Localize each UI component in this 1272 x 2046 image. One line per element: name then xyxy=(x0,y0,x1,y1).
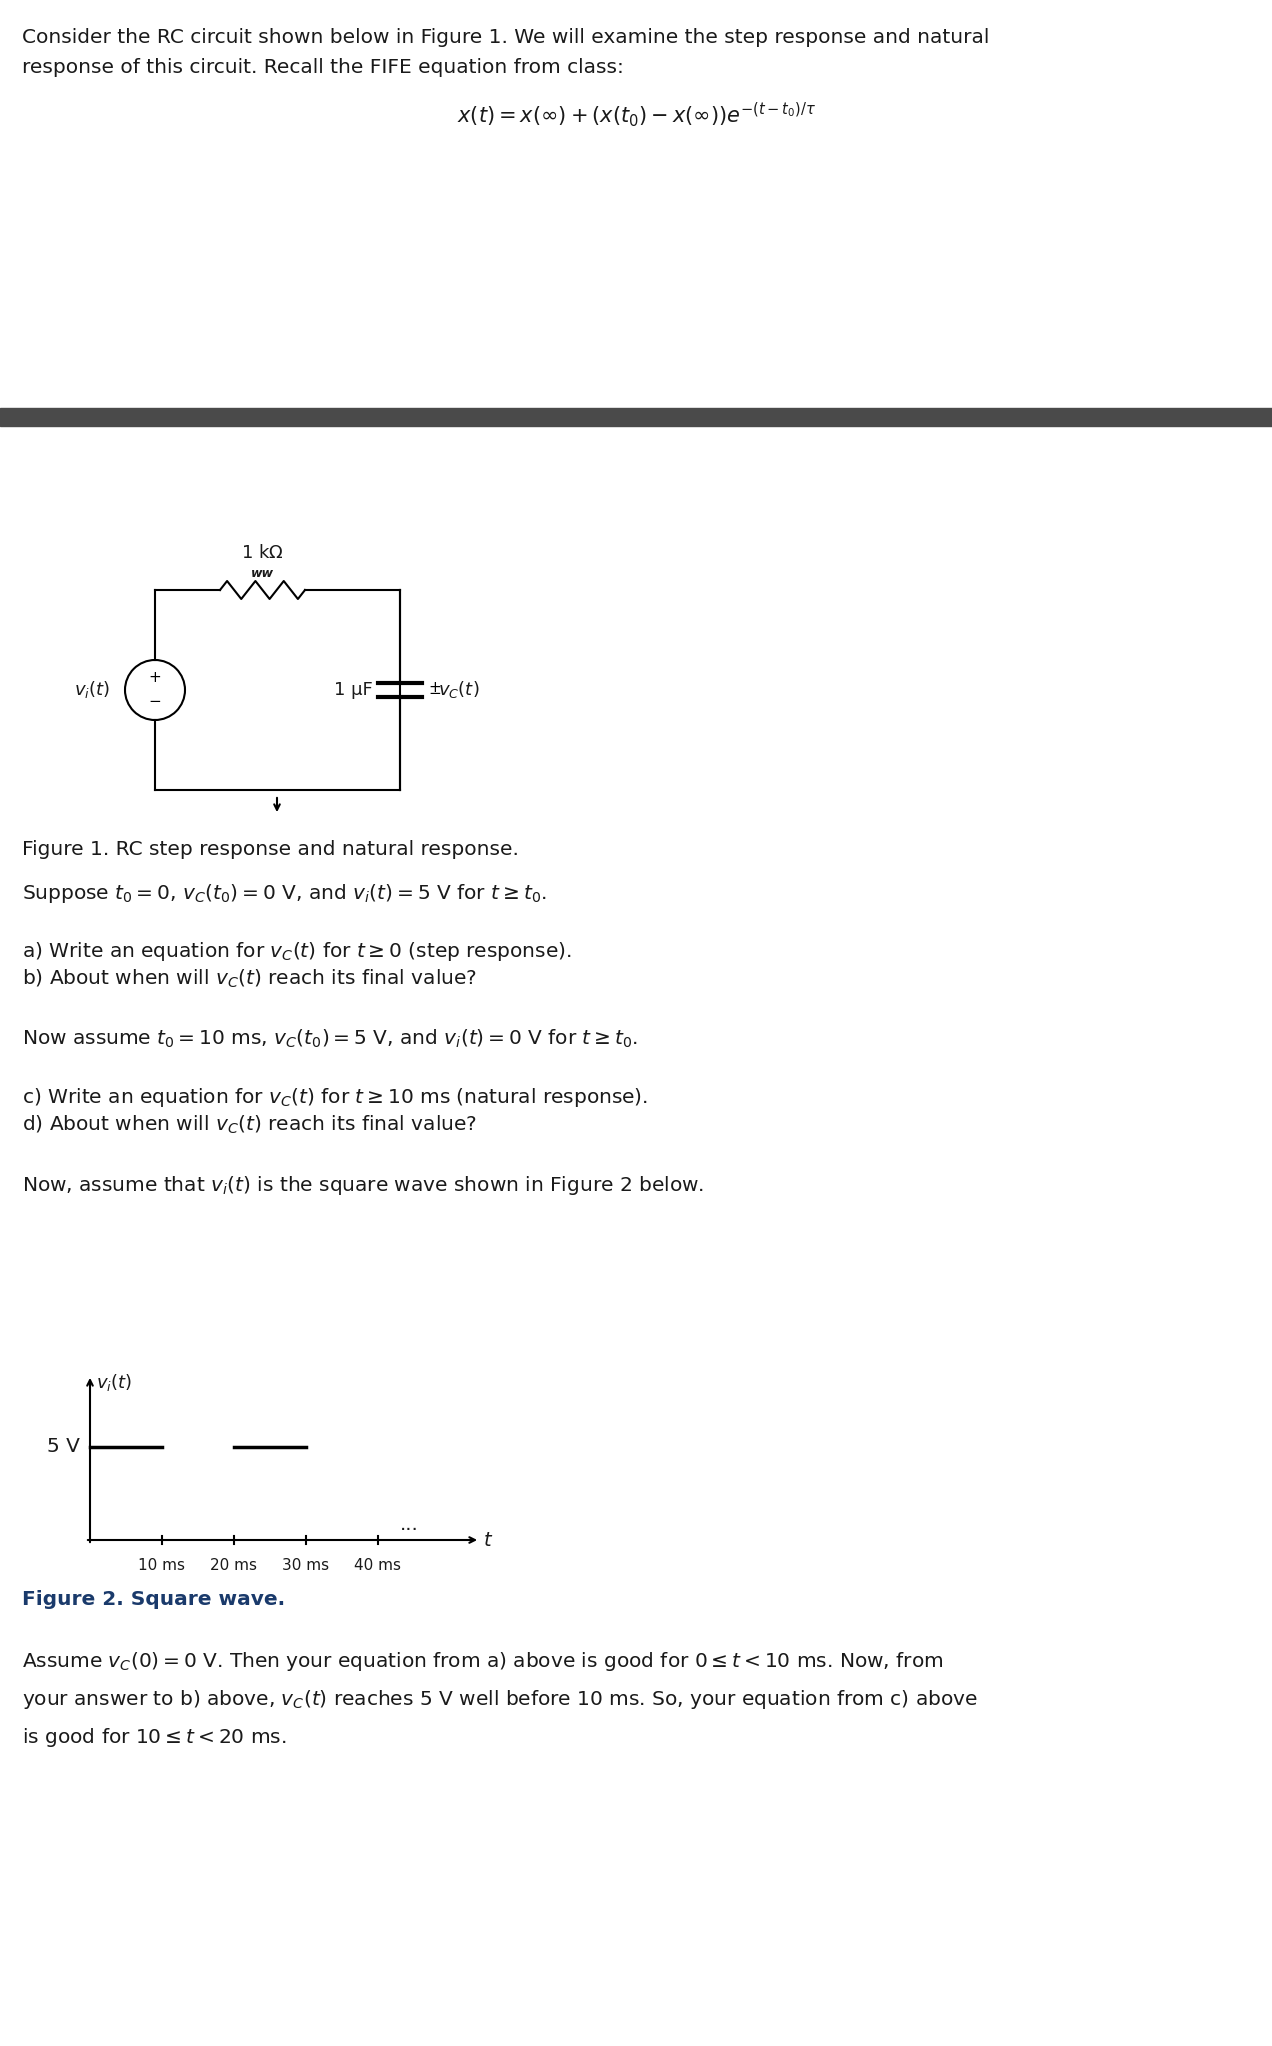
Text: 1 k$\Omega$: 1 k$\Omega$ xyxy=(242,544,284,563)
Text: −: − xyxy=(149,694,162,710)
Text: d) About when will $v_C(t)$ reach its final value?: d) About when will $v_C(t)$ reach its fi… xyxy=(22,1113,477,1136)
Text: 40 ms: 40 ms xyxy=(355,1557,402,1573)
Text: 20 ms: 20 ms xyxy=(210,1557,257,1573)
Text: a) Write an equation for $v_C(t)$ for $t \geq 0$ (step response).: a) Write an equation for $v_C(t)$ for $t… xyxy=(22,939,571,964)
Text: Now, assume that $v_i(t)$ is the square wave shown in Figure 2 below.: Now, assume that $v_i(t)$ is the square … xyxy=(22,1174,705,1197)
Text: ...: ... xyxy=(399,1516,418,1534)
Bar xyxy=(0,407,1272,426)
Text: Suppose $t_0 = 0$, $v_C(t_0) = 0$ V, and $v_i(t) = 5$ V for $t \geq t_0$.: Suppose $t_0 = 0$, $v_C(t_0) = 0$ V, and… xyxy=(22,882,547,904)
Text: Assume $v_C(0) = 0$ V. Then your equation from a) above is good for $0 \leq t < : Assume $v_C(0) = 0$ V. Then your equatio… xyxy=(22,1649,944,1674)
Text: −: − xyxy=(427,685,441,700)
Text: 5 V: 5 V xyxy=(47,1438,80,1457)
Text: $v_C(t)$: $v_C(t)$ xyxy=(438,679,480,700)
Text: +: + xyxy=(427,679,441,694)
Text: your answer to b) above, $v_C(t)$ reaches 5 V well before 10 ms. So, your equati: your answer to b) above, $v_C(t)$ reache… xyxy=(22,1688,978,1710)
Text: is good for $10 \leq t < 20$ ms.: is good for $10 \leq t < 20$ ms. xyxy=(22,1727,286,1749)
Text: Consider the RC circuit shown below in Figure 1. We will examine the step respon: Consider the RC circuit shown below in F… xyxy=(22,29,990,47)
Text: response of this circuit. Recall the FIFE equation from class:: response of this circuit. Recall the FIF… xyxy=(22,57,623,78)
Text: $v_i(t)$: $v_i(t)$ xyxy=(74,679,109,700)
Text: Now assume $t_0 = 10$ ms, $v_C(t_0) = 5$ V, and $v_i(t) = 0$ V for $t \geq t_0$.: Now assume $t_0 = 10$ ms, $v_C(t_0) = 5$… xyxy=(22,1027,639,1050)
Text: +: + xyxy=(149,671,162,685)
Text: $t$: $t$ xyxy=(483,1530,494,1549)
Text: 1 µF: 1 µF xyxy=(335,681,373,700)
Text: 10 ms: 10 ms xyxy=(139,1557,186,1573)
Text: Figure 1. RC step response and natural response.: Figure 1. RC step response and natural r… xyxy=(22,841,519,859)
Text: c) Write an equation for $v_C(t)$ for $t \geq 10$ ms (natural response).: c) Write an equation for $v_C(t)$ for $t… xyxy=(22,1086,647,1109)
Text: Figure 2. Square wave.: Figure 2. Square wave. xyxy=(22,1590,285,1608)
Text: ww: ww xyxy=(251,567,273,579)
Text: $x(t) = x(\infty) + (x(t_0) - x(\infty))e^{-(t-t_0)/\tau}$: $x(t) = x(\infty) + (x(t_0) - x(\infty))… xyxy=(457,100,815,129)
Text: $v_i(t)$: $v_i(t)$ xyxy=(95,1373,132,1393)
Text: b) About when will $v_C(t)$ reach its final value?: b) About when will $v_C(t)$ reach its fi… xyxy=(22,968,477,990)
Text: 30 ms: 30 ms xyxy=(282,1557,329,1573)
